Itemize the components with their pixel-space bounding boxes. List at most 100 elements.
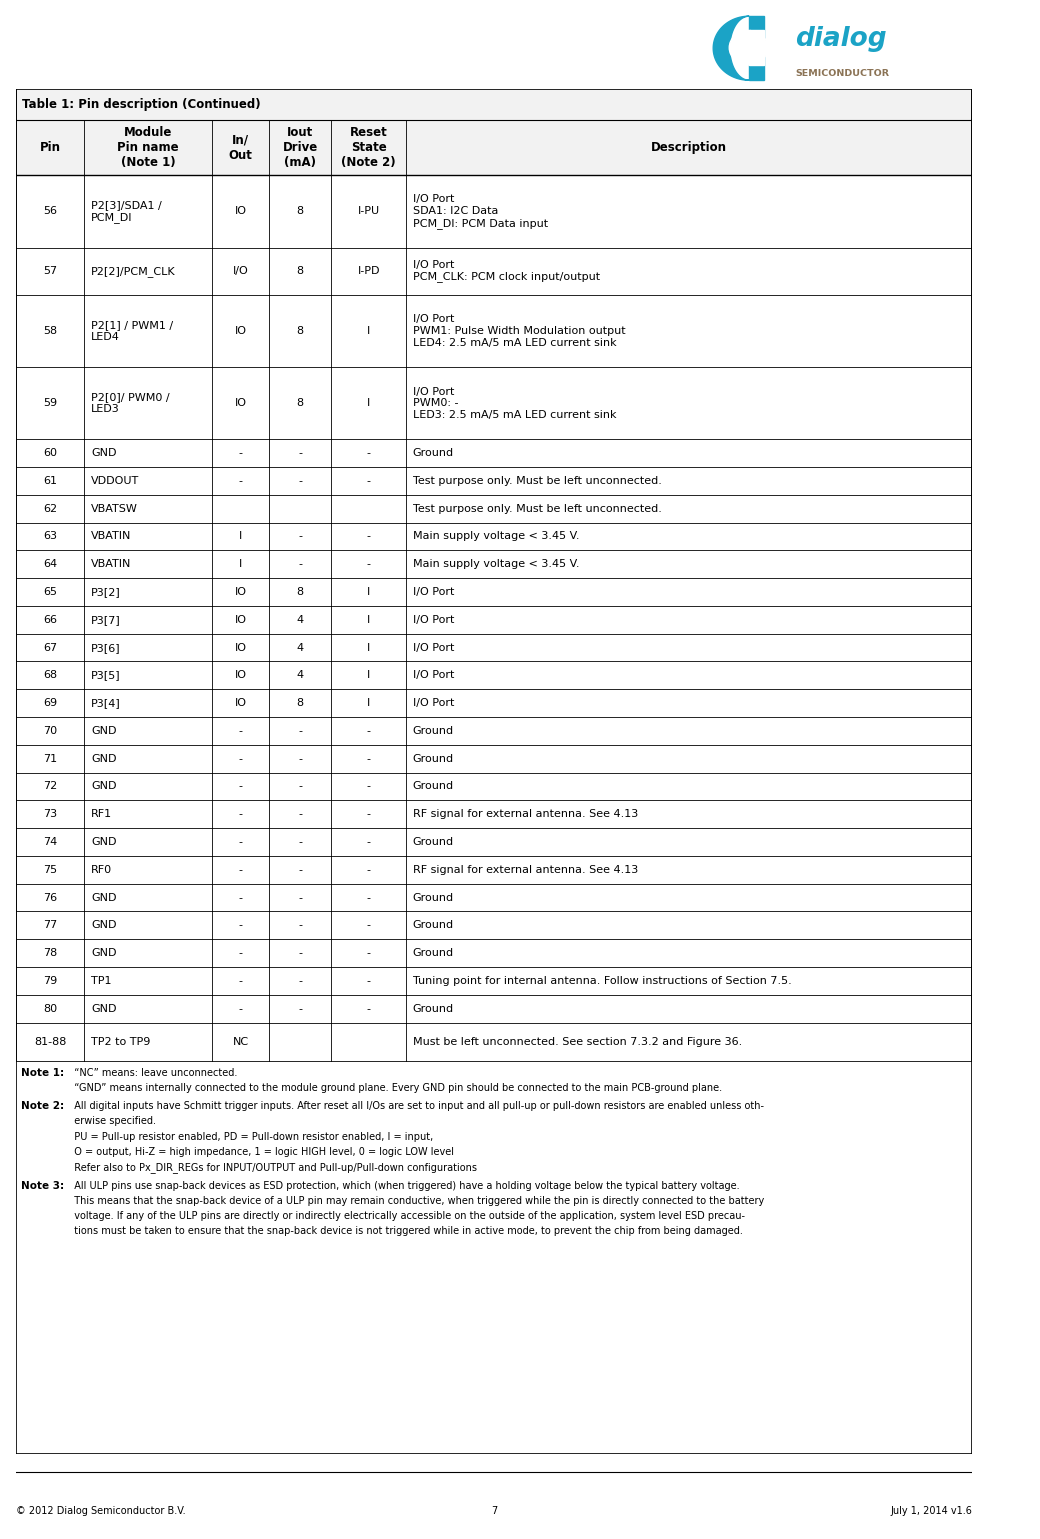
Text: I: I xyxy=(367,699,370,708)
Text: I: I xyxy=(239,559,242,569)
Text: Ground: Ground xyxy=(413,920,453,931)
Text: Ground: Ground xyxy=(413,893,453,902)
Text: -: - xyxy=(298,837,303,846)
Text: PU = Pull-up resistor enabled, PD = Pull-down resistor enabled, I = input,: PU = Pull-up resistor enabled, PD = Pull… xyxy=(69,1131,434,1142)
Text: I/O Port: I/O Port xyxy=(413,614,454,625)
Text: -: - xyxy=(367,559,370,569)
Text: P3[7]: P3[7] xyxy=(92,614,121,625)
Text: -: - xyxy=(298,893,303,902)
Text: I/O Port
PWM0: -
LED3: 2.5 mA/5 mA LED current sink: I/O Port PWM0: - LED3: 2.5 mA/5 mA LED c… xyxy=(413,386,616,420)
Text: 62: 62 xyxy=(43,503,57,514)
Text: 60: 60 xyxy=(43,448,57,459)
Text: dialog: dialog xyxy=(796,26,887,52)
Text: IO: IO xyxy=(234,399,246,408)
Text: I: I xyxy=(367,671,370,680)
Text: 8: 8 xyxy=(296,699,304,708)
Text: -: - xyxy=(238,865,242,874)
Text: Note 3:: Note 3: xyxy=(22,1180,64,1191)
Text: GND: GND xyxy=(92,948,116,959)
Text: -: - xyxy=(367,810,370,819)
Text: P3[5]: P3[5] xyxy=(92,671,121,680)
Text: 72: 72 xyxy=(43,782,57,791)
Text: Iout
Drive
(mA): Iout Drive (mA) xyxy=(283,126,318,169)
Text: 61: 61 xyxy=(43,476,57,486)
Text: -: - xyxy=(367,920,370,931)
Text: Note 1:: Note 1: xyxy=(22,1068,64,1077)
Text: O = output, Hi-Z = high impedance, 1 = logic HIGH level, 0 = logic LOW level: O = output, Hi-Z = high impedance, 1 = l… xyxy=(69,1147,454,1157)
Text: TP1: TP1 xyxy=(92,976,111,986)
Text: RF signal for external antenna. See 4.13: RF signal for external antenna. See 4.13 xyxy=(413,810,638,819)
Text: 69: 69 xyxy=(43,699,57,708)
Text: I: I xyxy=(367,326,370,336)
Text: VDDOUT: VDDOUT xyxy=(92,476,139,486)
Text: I/O Port
PCM_CLK: PCM clock input/output: I/O Port PCM_CLK: PCM clock input/output xyxy=(413,260,600,283)
Text: -: - xyxy=(298,948,303,959)
Text: 78: 78 xyxy=(43,948,57,959)
Text: IO: IO xyxy=(234,699,246,708)
Text: RF1: RF1 xyxy=(92,810,112,819)
Text: voltage. If any of the ULP pins are directly or indirectly electrically accessib: voltage. If any of the ULP pins are dire… xyxy=(69,1211,746,1222)
Text: -: - xyxy=(298,810,303,819)
Text: P2[1] / PWM1 /
LED4: P2[1] / PWM1 / LED4 xyxy=(92,320,174,342)
Bar xyxy=(16,120,972,175)
Text: 8: 8 xyxy=(296,326,304,336)
Text: SC14CVMDECT SF: SC14CVMDECT SF xyxy=(995,339,1010,485)
Text: GND: GND xyxy=(92,837,116,846)
Text: 57: 57 xyxy=(43,266,57,275)
Text: IO: IO xyxy=(234,614,246,625)
Text: 73: 73 xyxy=(43,810,57,819)
Text: GND: GND xyxy=(92,726,116,736)
Text: 76: 76 xyxy=(43,893,57,902)
Text: © 2012 Dialog Semiconductor B.V.: © 2012 Dialog Semiconductor B.V. xyxy=(16,1505,185,1516)
Text: 70: 70 xyxy=(43,726,57,736)
Text: -: - xyxy=(298,448,303,459)
Text: -: - xyxy=(367,531,370,542)
Text: Description: Description xyxy=(651,142,727,154)
Text: IO: IO xyxy=(234,326,246,336)
Text: IO: IO xyxy=(234,206,246,217)
Text: Ground: Ground xyxy=(413,837,453,846)
Text: -: - xyxy=(367,948,370,959)
Text: 67: 67 xyxy=(43,643,57,653)
Text: P3[4]: P3[4] xyxy=(92,699,121,708)
Text: erwise specified.: erwise specified. xyxy=(69,1116,156,1127)
Text: I: I xyxy=(367,614,370,625)
Text: Reset
State
(Note 2): Reset State (Note 2) xyxy=(341,126,396,169)
Text: Table 1: Pin description (Continued): Table 1: Pin description (Continued) xyxy=(22,98,261,111)
Text: I: I xyxy=(239,531,242,542)
Text: -: - xyxy=(238,976,242,986)
Text: I: I xyxy=(367,399,370,408)
Text: 8: 8 xyxy=(296,586,304,597)
Text: I/O Port: I/O Port xyxy=(413,699,454,708)
Text: Ground: Ground xyxy=(413,726,453,736)
Text: -: - xyxy=(298,865,303,874)
Text: “NC” means: leave unconnected.: “NC” means: leave unconnected. xyxy=(69,1068,237,1077)
Text: Ground: Ground xyxy=(413,754,453,763)
Text: RF0: RF0 xyxy=(92,865,112,874)
Text: All ULP pins use snap-back devices as ESD protection, which (when triggered) hav: All ULP pins use snap-back devices as ES… xyxy=(69,1180,739,1191)
Text: 8: 8 xyxy=(296,266,304,275)
Text: -: - xyxy=(298,920,303,931)
Text: -: - xyxy=(367,754,370,763)
Text: -: - xyxy=(238,782,242,791)
Text: -: - xyxy=(238,810,242,819)
Text: -: - xyxy=(367,726,370,736)
Text: P2[3]/SDA1 /
PCM_DI: P2[3]/SDA1 / PCM_DI xyxy=(92,200,162,223)
Text: IO: IO xyxy=(234,671,246,680)
Text: Cordless Voice Module: Cordless Voice Module xyxy=(993,1011,1012,1220)
Text: P2[0]/ PWM0 /
LED3: P2[0]/ PWM0 / LED3 xyxy=(92,392,170,414)
Text: 56: 56 xyxy=(43,206,57,217)
Text: P3[6]: P3[6] xyxy=(92,643,121,653)
Text: I/O Port: I/O Port xyxy=(413,586,454,597)
Text: GND: GND xyxy=(92,893,116,902)
Text: Test purpose only. Must be left unconnected.: Test purpose only. Must be left unconnec… xyxy=(413,503,661,514)
Text: 68: 68 xyxy=(43,671,57,680)
Text: I: I xyxy=(367,643,370,653)
Text: -: - xyxy=(367,782,370,791)
Text: -: - xyxy=(298,976,303,986)
Text: GND: GND xyxy=(92,1003,116,1014)
Text: -: - xyxy=(367,976,370,986)
Text: -: - xyxy=(367,865,370,874)
Text: -: - xyxy=(298,754,303,763)
Text: Pin: Pin xyxy=(40,142,60,154)
